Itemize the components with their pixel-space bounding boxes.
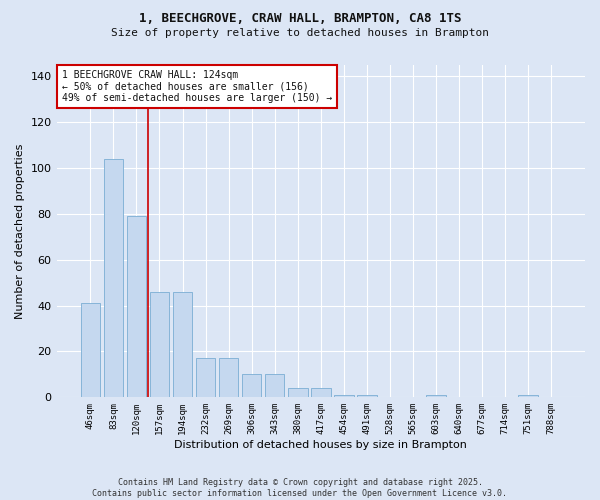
Bar <box>518 395 538 398</box>
Text: 1 BEECHGROVE CRAW HALL: 124sqm
← 50% of detached houses are smaller (156)
49% of: 1 BEECHGROVE CRAW HALL: 124sqm ← 50% of … <box>62 70 332 103</box>
Bar <box>242 374 262 398</box>
Bar <box>426 395 446 398</box>
Bar <box>173 292 193 398</box>
Y-axis label: Number of detached properties: Number of detached properties <box>15 144 25 319</box>
Bar <box>127 216 146 398</box>
Bar <box>104 159 123 398</box>
Text: Size of property relative to detached houses in Brampton: Size of property relative to detached ho… <box>111 28 489 38</box>
Bar <box>149 292 169 398</box>
Text: Contains HM Land Registry data © Crown copyright and database right 2025.
Contai: Contains HM Land Registry data © Crown c… <box>92 478 508 498</box>
Bar <box>357 395 377 398</box>
Bar <box>196 358 215 398</box>
Bar <box>334 395 353 398</box>
Bar <box>80 304 100 398</box>
Text: 1, BEECHGROVE, CRAW HALL, BRAMPTON, CA8 1TS: 1, BEECHGROVE, CRAW HALL, BRAMPTON, CA8 … <box>139 12 461 26</box>
Bar <box>265 374 284 398</box>
Bar <box>288 388 308 398</box>
X-axis label: Distribution of detached houses by size in Brampton: Distribution of detached houses by size … <box>175 440 467 450</box>
Bar <box>219 358 238 398</box>
Bar <box>311 388 331 398</box>
